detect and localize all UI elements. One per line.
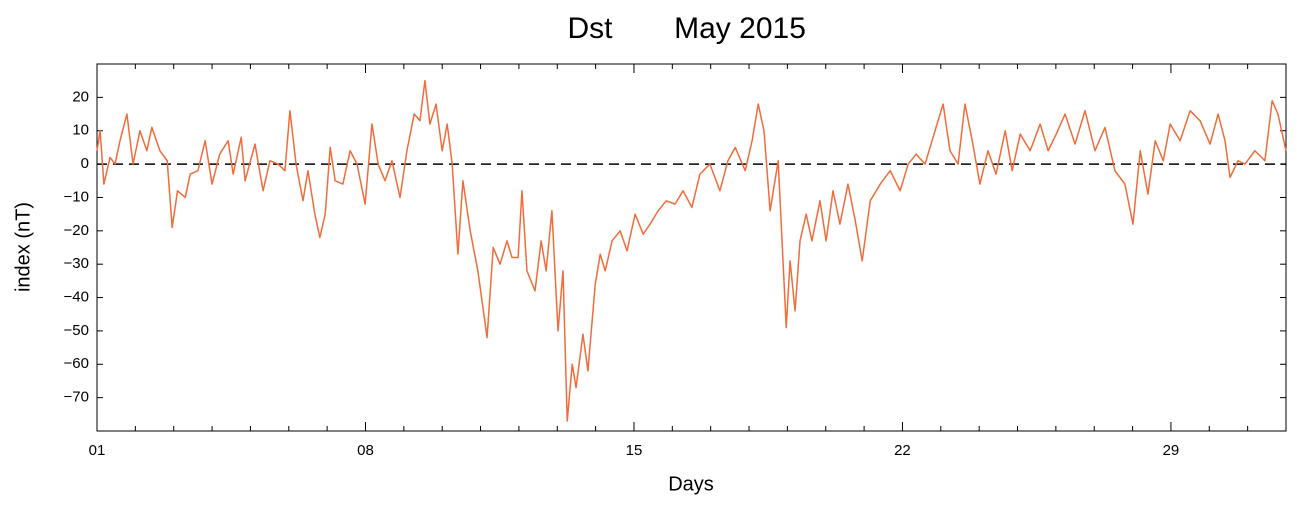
y-tick-label: −70 bbox=[64, 389, 89, 406]
y-tick-label: −20 bbox=[64, 222, 89, 239]
y-tick-label: −10 bbox=[64, 188, 89, 205]
y-tick-label: 20 bbox=[72, 88, 89, 105]
data-line bbox=[96, 79, 1287, 422]
x-axis-label: Days bbox=[668, 473, 714, 495]
x-tick-label: 15 bbox=[626, 442, 643, 459]
y-tick-label: −50 bbox=[64, 322, 89, 339]
x-tick-label: 08 bbox=[357, 442, 374, 459]
chart-title: May 2015 bbox=[674, 12, 806, 45]
y-tick-label: 0 bbox=[81, 155, 89, 172]
y-tick-label: −60 bbox=[64, 355, 89, 372]
y-axis-label: index (nT) bbox=[12, 202, 34, 292]
plot-frame bbox=[96, 63, 1287, 432]
x-tick-label: 01 bbox=[89, 442, 106, 459]
series-name: Dst bbox=[568, 12, 614, 45]
y-tick-label: −40 bbox=[64, 289, 89, 306]
y-tick-label: −30 bbox=[64, 255, 89, 272]
x-tick-label: 22 bbox=[894, 442, 911, 459]
y-tick-label: 10 bbox=[72, 122, 89, 139]
x-tick-label: 29 bbox=[1163, 442, 1180, 459]
